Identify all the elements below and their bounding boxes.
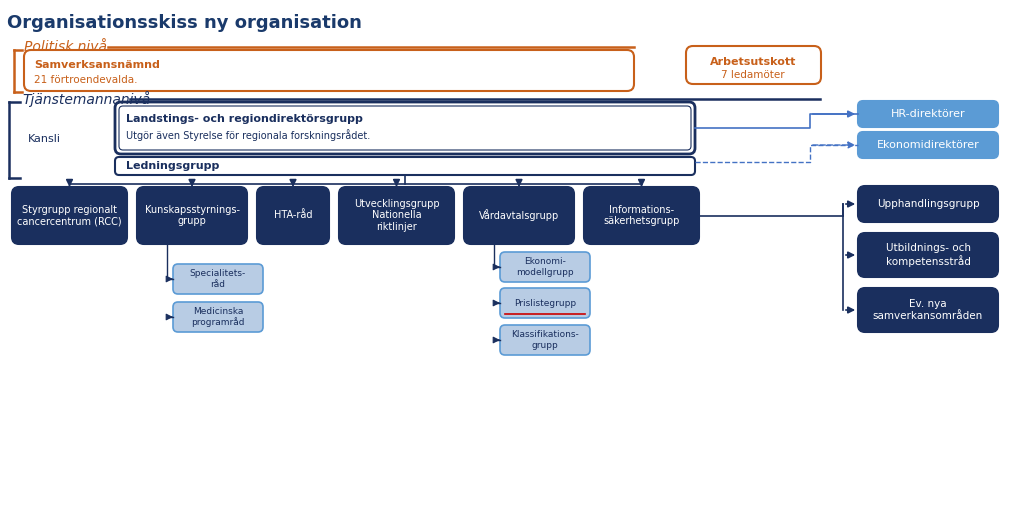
- FancyBboxPatch shape: [115, 102, 695, 154]
- Text: 21 förtroendevalda.: 21 förtroendevalda.: [34, 75, 137, 85]
- Text: Upphandlingsgrupp: Upphandlingsgrupp: [877, 199, 979, 209]
- FancyBboxPatch shape: [584, 187, 699, 244]
- FancyBboxPatch shape: [464, 187, 574, 244]
- Text: Utvecklingsgrupp
Nationella
riktlinjer: Utvecklingsgrupp Nationella riktlinjer: [354, 199, 439, 232]
- FancyBboxPatch shape: [24, 50, 634, 91]
- FancyBboxPatch shape: [137, 187, 247, 244]
- Text: Ekonomidirektörer: Ekonomidirektörer: [877, 140, 979, 150]
- Text: Kansli: Kansli: [28, 134, 61, 144]
- Text: Samverksansnämnd: Samverksansnämnd: [34, 60, 160, 70]
- FancyBboxPatch shape: [686, 46, 821, 84]
- Text: Prislistegrupp: Prislistegrupp: [514, 298, 576, 308]
- FancyBboxPatch shape: [257, 187, 329, 244]
- Text: Ekonomi-
modellgrupp: Ekonomi- modellgrupp: [517, 258, 574, 276]
- Text: HR-direktörer: HR-direktörer: [891, 109, 966, 119]
- Text: Informations-
säkerhetsgrupp: Informations- säkerhetsgrupp: [604, 205, 679, 226]
- Text: Landstings- och regiondirektörsgrupp: Landstings- och regiondirektörsgrupp: [126, 114, 363, 124]
- Text: Medicinska
programråd: Medicinska programråd: [191, 307, 244, 327]
- FancyBboxPatch shape: [12, 187, 127, 244]
- FancyBboxPatch shape: [858, 186, 998, 222]
- Text: Organisationsskiss ny organisation: Organisationsskiss ny organisation: [7, 14, 362, 32]
- FancyBboxPatch shape: [858, 233, 998, 277]
- FancyBboxPatch shape: [173, 302, 263, 332]
- FancyBboxPatch shape: [858, 101, 998, 127]
- Text: 7 ledamöter: 7 ledamöter: [721, 70, 785, 80]
- Text: Styrgrupp regionalt
cancercentrum (RCC): Styrgrupp regionalt cancercentrum (RCC): [17, 205, 122, 226]
- FancyBboxPatch shape: [858, 132, 998, 158]
- Text: HTA-råd: HTA-råd: [274, 210, 312, 221]
- Text: Kunskapsstyrnings-
grupp: Kunskapsstyrnings- grupp: [144, 205, 239, 226]
- FancyBboxPatch shape: [858, 288, 998, 332]
- Text: Ledningsgrupp: Ledningsgrupp: [126, 161, 219, 171]
- Text: Tjänstemannanivå: Tjänstemannanivå: [23, 91, 150, 107]
- Text: Vårdavtalsgrupp: Vårdavtalsgrupp: [479, 209, 560, 222]
- Text: Politisk nivå: Politisk nivå: [24, 40, 107, 54]
- Text: Utbildnings- och
kompetensstråd: Utbildnings- och kompetensstråd: [886, 243, 971, 267]
- FancyBboxPatch shape: [500, 288, 590, 318]
- FancyBboxPatch shape: [500, 325, 590, 355]
- FancyBboxPatch shape: [339, 187, 454, 244]
- FancyBboxPatch shape: [115, 157, 695, 175]
- FancyBboxPatch shape: [173, 264, 263, 294]
- Text: Specialitets-
råd: Specialitets- råd: [190, 269, 247, 289]
- Text: Ev. nya
samverkansområden: Ev. nya samverkansområden: [873, 299, 983, 321]
- Text: Klassifikations-
grupp: Klassifikations- grupp: [512, 330, 579, 350]
- FancyBboxPatch shape: [500, 252, 590, 282]
- Text: Utgör även Styrelse för regionala forskningsrådet.: Utgör även Styrelse för regionala forskn…: [126, 129, 370, 141]
- Text: Arbetsutskott: Arbetsutskott: [710, 57, 796, 67]
